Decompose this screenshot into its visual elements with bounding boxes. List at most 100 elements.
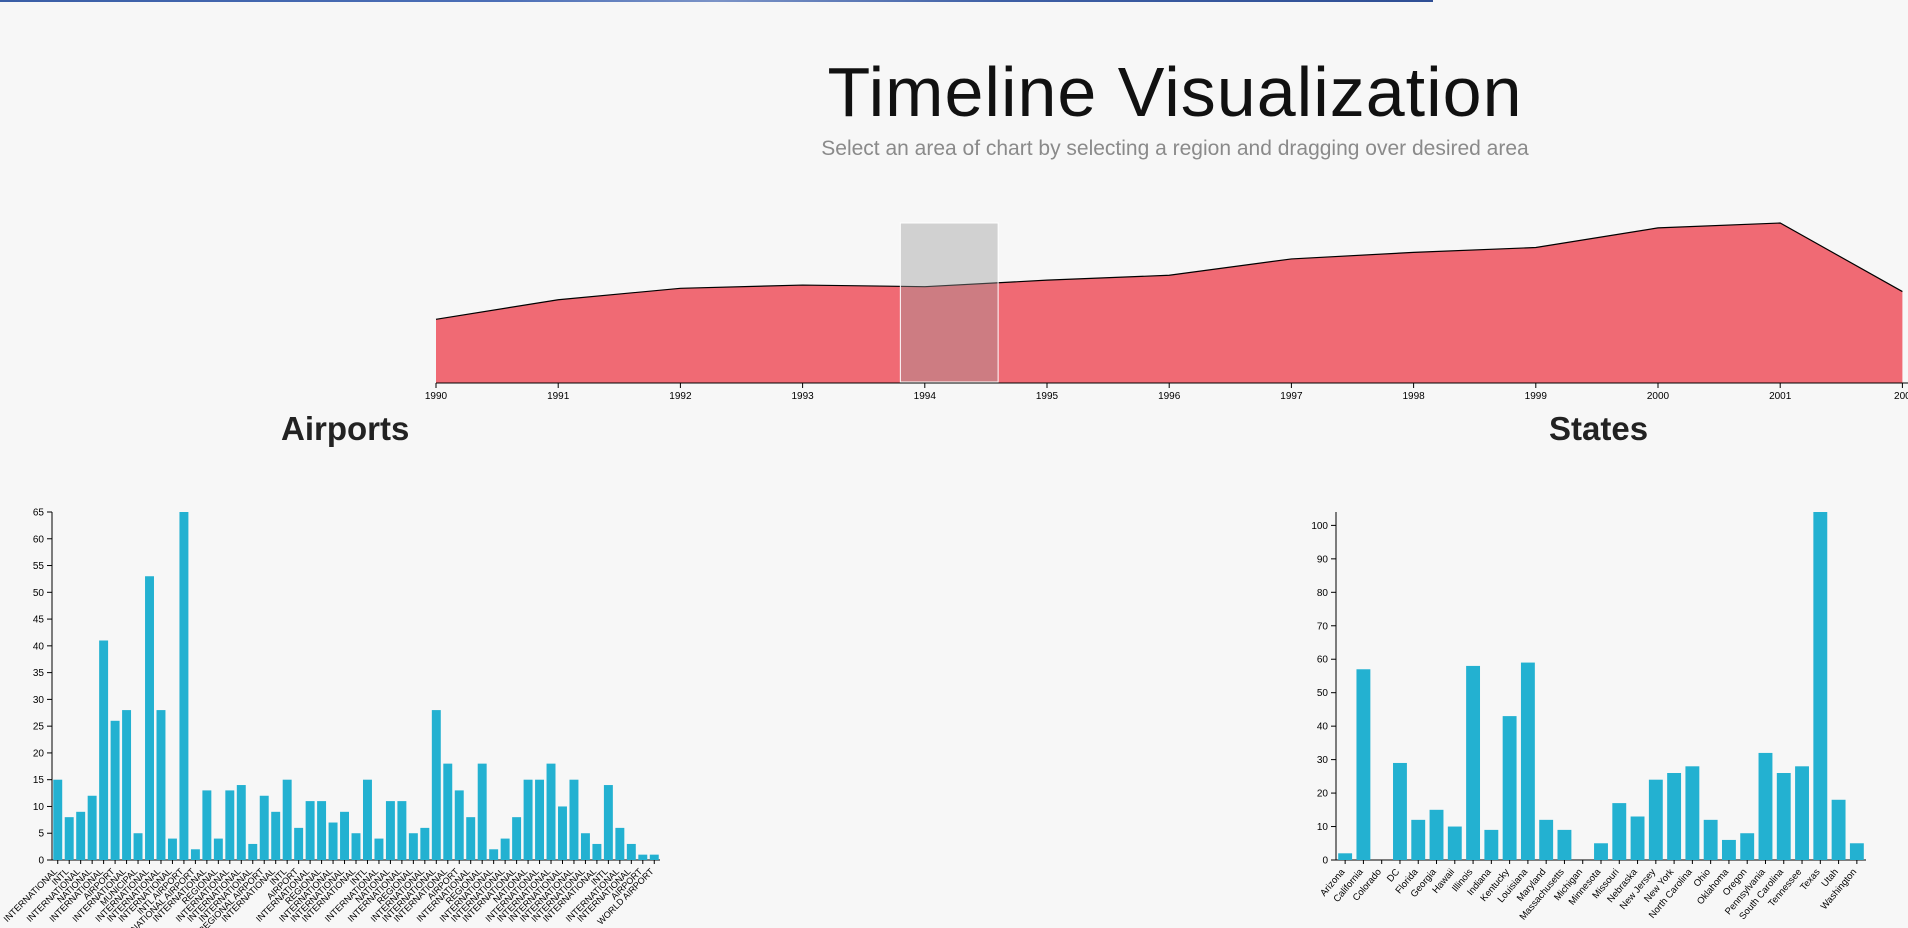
states-bar: [1466, 665, 1481, 860]
airports-bar: [294, 827, 304, 860]
states-bar: [1630, 816, 1645, 860]
airports-bar: [546, 763, 556, 860]
states-y-tick-label: 40: [1317, 722, 1329, 733]
airports-bar: [558, 806, 567, 860]
states-y-tick-label: 30: [1317, 755, 1329, 766]
timeline-chart[interactable]: 1990 1991 1992 1993 1994 1995 1996 1997 1998 1999…: [0, 0, 1908, 410]
timeline-x-tick-label: 2000: [1647, 391, 1670, 402]
states-x-tick-label: Texas: [1798, 867, 1823, 893]
airports-bar: [535, 779, 545, 860]
timeline-area: [436, 223, 1903, 383]
timeline-x-tick-label: 1992: [669, 391, 692, 402]
airports-bar: [145, 576, 154, 860]
page-subtitle: Select an area of chart by selecting a r…: [821, 137, 1529, 160]
states-bar: [1831, 799, 1846, 860]
airports-y-tick-label: 15: [33, 775, 45, 786]
airports-y-tick-label: 65: [33, 508, 45, 519]
airports-bar-chart: 05101520253035404550556065INTERNATIONALI…: [2, 508, 660, 928]
states-bar: [1776, 773, 1791, 860]
states-bar: [1667, 773, 1682, 860]
airports-bar: [523, 779, 533, 860]
airports-bar: [122, 710, 132, 860]
airports-y-tick-label: 60: [33, 534, 45, 545]
airports-y-tick-label: 55: [33, 561, 45, 572]
airports-bar: [133, 833, 143, 860]
states-bar: [1594, 843, 1608, 860]
states-bar: [1849, 843, 1864, 860]
airports-bar: [248, 843, 258, 860]
states-bar: [1703, 819, 1718, 860]
airports-bar: [236, 785, 246, 860]
airports-bar: [431, 710, 441, 860]
airports-bar: [374, 838, 384, 860]
airports-bar: [615, 827, 625, 860]
states-bar: [1539, 819, 1554, 860]
states-bar: [1338, 853, 1353, 860]
airports-bar: [500, 838, 510, 860]
airports-y-tick-label: 45: [33, 615, 45, 626]
timeline-x-tick-label: 1997: [1280, 391, 1303, 402]
airports-y-tick-label: 50: [33, 588, 45, 599]
page-title: Timeline Visualization: [827, 53, 1523, 131]
states-bar: [1502, 716, 1517, 860]
airports-bar: [305, 801, 315, 860]
airports-bar: [259, 795, 269, 860]
states-bar-chart: 0102030405060708090100ArizonaCaliforniaC…: [1311, 512, 1866, 922]
timeline-x-tick-label: 1993: [791, 391, 814, 402]
airports-bar: [638, 854, 648, 860]
airports-bar: [443, 763, 453, 860]
airports-bar: [99, 640, 109, 860]
airports-bar: [362, 779, 372, 860]
states-bar: [1685, 766, 1700, 860]
timeline-x-tick-label: 200: [1894, 391, 1908, 402]
airports-bar: [569, 779, 579, 860]
airports-bar: [202, 790, 212, 860]
states-y-tick-label: 0: [1322, 856, 1328, 867]
airports-y-tick-label: 20: [33, 748, 45, 759]
timeline-brush-selection[interactable]: [899, 222, 999, 383]
airports-bar: [225, 790, 235, 860]
states-bar: [1429, 809, 1444, 860]
states-bar: [1721, 839, 1736, 860]
states-bar: [1447, 826, 1462, 860]
states-bar: [1795, 766, 1809, 860]
airports-bar: [385, 801, 395, 860]
states-bar: [1612, 803, 1627, 860]
airports-bar: [328, 822, 338, 860]
states-y-tick-label: 20: [1317, 789, 1329, 800]
states-bar: [1648, 779, 1663, 860]
states-y-tick-label: 70: [1317, 621, 1329, 632]
timeline-x-tick-label: 1996: [1158, 391, 1181, 402]
states-bar: [1758, 752, 1773, 860]
airports-bar: [466, 817, 476, 860]
airports-bar: [179, 512, 189, 860]
timeline-x-tick-label: 1990: [425, 391, 448, 402]
airports-bar: [512, 817, 522, 860]
airports-y-tick-label: 10: [33, 802, 45, 813]
airports-bar: [167, 838, 177, 860]
states-section-title: States: [1549, 410, 1649, 447]
airports-bar: [408, 833, 418, 860]
airports-bar: [190, 849, 200, 860]
airports-bar: [580, 833, 590, 860]
states-bar: [1813, 512, 1828, 860]
states-y-tick-label: 100: [1311, 521, 1328, 532]
states-y-tick-label: 90: [1317, 554, 1329, 565]
states-bar: [1411, 819, 1426, 860]
top-accent-strip: [0, 0, 1433, 2]
timeline-line: [435, 222, 1903, 320]
airports-bar: [351, 833, 361, 860]
airports-bar: [271, 811, 281, 860]
airports-y-tick-label: 5: [38, 829, 44, 840]
states-bar: [1740, 833, 1755, 860]
states-bar: [1520, 662, 1535, 860]
airports-bar: [626, 843, 636, 860]
airports-y-tick-label: 40: [33, 641, 45, 652]
timeline-x-tick-label: 1999: [1525, 391, 1548, 402]
timeline-x-tick-label: 1998: [1402, 391, 1425, 402]
states-bar: [1393, 762, 1407, 860]
airports-y-tick-label: 25: [33, 722, 45, 733]
states-y-tick-label: 10: [1317, 822, 1329, 833]
airports-bar: [53, 779, 63, 860]
states-y-tick-label: 60: [1317, 655, 1329, 666]
